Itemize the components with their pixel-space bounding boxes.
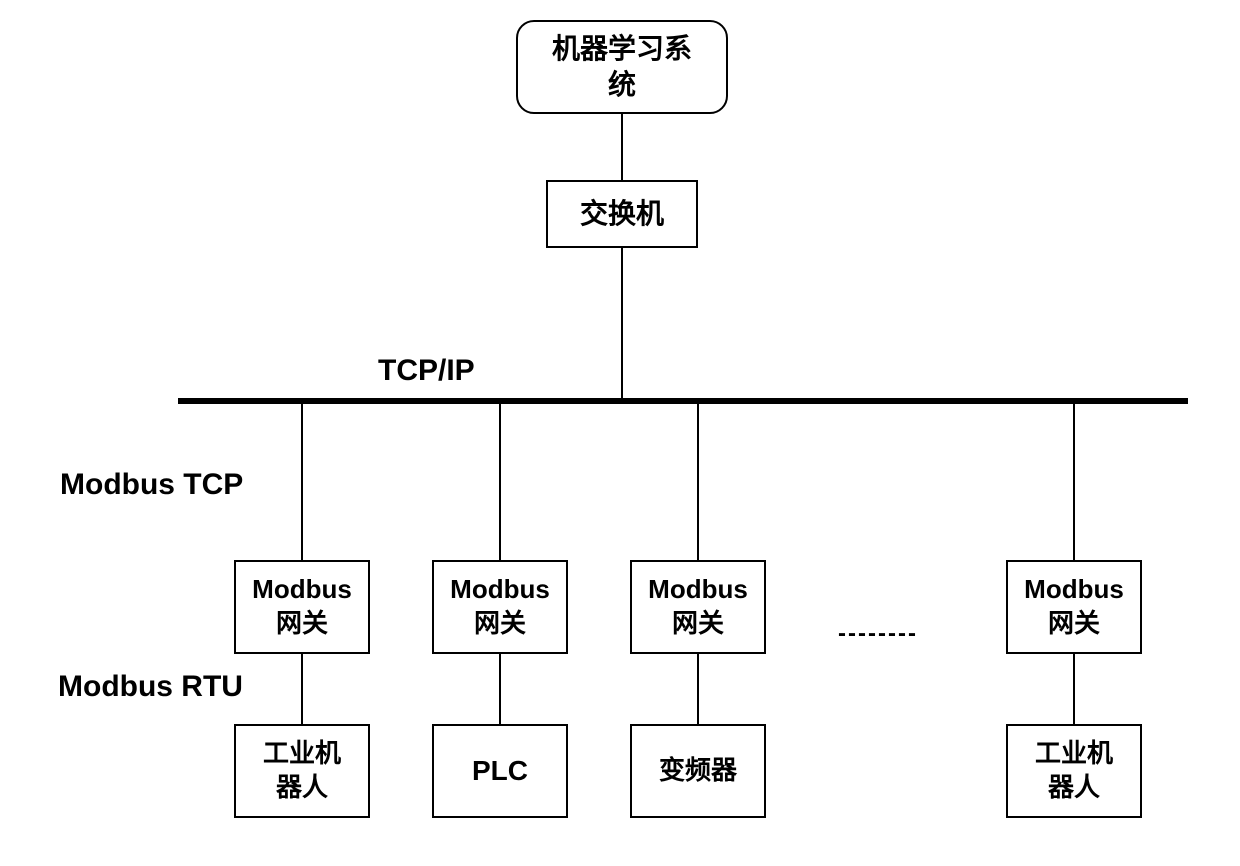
label-modbus-rtu: Modbus RTU [58,670,243,704]
node-label: 交换机 [580,196,664,232]
node-device-plc: PLC [432,724,568,818]
connector-line [621,248,623,398]
node-label: 工业机器人 [1035,737,1113,805]
connector-line [1073,404,1075,560]
label-tcp-ip: TCP/IP [378,354,475,388]
node-ml-system: 机器学习系统 [516,20,728,114]
node-device-inverter: 变频器 [630,724,766,818]
node-label: 机器学习系统 [552,31,692,104]
connector-line [621,114,623,180]
node-switch: 交换机 [546,180,698,248]
node-label: Modbus网关 [1024,573,1124,641]
connector-line [1073,654,1075,724]
ellipsis-separator: -------- [838,620,918,648]
node-gateway-3: Modbus网关 [630,560,766,654]
network-diagram: 机器学习系统 交换机 Modbus网关 Modbus网关 Modbus网关 Mo… [0,0,1240,866]
node-device-robot-1: 工业机器人 [234,724,370,818]
node-device-robot-2: 工业机器人 [1006,724,1142,818]
bus-line [178,398,1188,404]
node-label: 变频器 [659,754,737,788]
node-gateway-2: Modbus网关 [432,560,568,654]
node-label: Modbus网关 [648,573,748,641]
connector-line [499,404,501,560]
connector-line [499,654,501,724]
connector-line [697,404,699,560]
node-label: Modbus网关 [450,573,550,641]
node-label: Modbus网关 [252,573,352,641]
node-label: PLC [472,753,528,789]
connector-line [301,404,303,560]
node-gateway-4: Modbus网关 [1006,560,1142,654]
node-gateway-1: Modbus网关 [234,560,370,654]
node-label: 工业机器人 [263,737,341,805]
connector-line [301,654,303,724]
label-modbus-tcp: Modbus TCP [60,468,243,502]
connector-line [697,654,699,724]
